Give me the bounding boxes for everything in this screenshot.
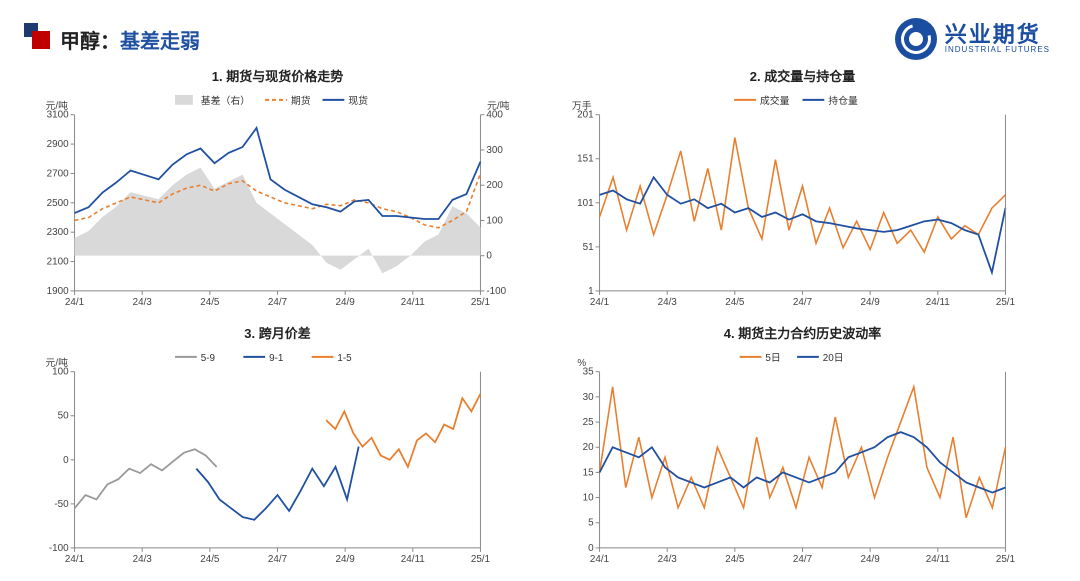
svg-text:25/1: 25/1 (471, 553, 491, 564)
svg-text:24/9: 24/9 (861, 297, 881, 308)
svg-text:100: 100 (486, 215, 503, 226)
svg-text:元/吨: 元/吨 (45, 99, 68, 112)
chart-3-svg: 5-99-11-5-100-50050100元/吨24/124/324/524/… (30, 344, 525, 572)
svg-text:20日: 20日 (823, 353, 844, 364)
svg-text:24/5: 24/5 (725, 297, 745, 308)
svg-text:200: 200 (486, 180, 503, 191)
chart-1-title: 1. 期货与现货价格走势 (212, 66, 343, 85)
svg-text:10: 10 (583, 492, 594, 503)
svg-text:24/11: 24/11 (926, 297, 950, 308)
svg-text:51: 51 (583, 242, 594, 253)
svg-text:24/7: 24/7 (268, 553, 287, 564)
svg-text:2300: 2300 (47, 227, 69, 238)
svg-text:24/11: 24/11 (401, 553, 425, 564)
svg-text:25/1: 25/1 (996, 553, 1016, 564)
svg-text:24/1: 24/1 (590, 297, 610, 308)
chart-3-panel: 3. 跨月价差 5-99-11-5-100-50050100元/吨24/124/… (30, 323, 525, 572)
svg-text:25/1: 25/1 (471, 297, 491, 308)
svg-text:24/7: 24/7 (793, 553, 812, 564)
brand-cn: 兴业期货 (945, 24, 1050, 46)
svg-text:期货: 期货 (291, 94, 311, 107)
svg-text:5日: 5日 (765, 353, 780, 364)
svg-text:24/3: 24/3 (133, 297, 153, 308)
svg-text:2100: 2100 (47, 257, 69, 268)
svg-text:2900: 2900 (47, 139, 69, 150)
svg-text:5: 5 (588, 517, 594, 528)
svg-text:24/11: 24/11 (401, 297, 425, 308)
svg-text:24/1: 24/1 (590, 553, 610, 564)
title-sub: 基差走弱 (120, 31, 200, 53)
svg-text:24/3: 24/3 (658, 297, 678, 308)
svg-text:元/吨: 元/吨 (45, 355, 68, 368)
title-block: 甲醇：基差走弱 (30, 25, 200, 54)
svg-text:50: 50 (58, 410, 69, 421)
svg-text:-100: -100 (49, 543, 69, 554)
svg-text:101: 101 (577, 198, 594, 209)
brand-logo-text: 兴业期货 INDUSTRIAL FUTURES (945, 24, 1050, 54)
svg-text:2700: 2700 (47, 168, 69, 179)
chart-4-panel: 4. 期货主力合约历史波动率 5日20日05101520253035%24/12… (555, 323, 1050, 572)
svg-text:1-5: 1-5 (337, 353, 352, 364)
svg-text:300: 300 (486, 145, 503, 156)
svg-text:151: 151 (577, 154, 594, 165)
charts-grid: 1. 期货与现货价格走势 基差（右）期货现货190021002300250027… (0, 60, 1080, 581)
svg-text:基差（右）: 基差（右） (201, 94, 250, 107)
svg-text:5-9: 5-9 (201, 353, 216, 364)
svg-text:%: % (577, 357, 586, 368)
title-bullet-icon (30, 29, 50, 49)
svg-text:15: 15 (583, 467, 594, 478)
svg-text:20: 20 (583, 442, 594, 453)
chart-4-svg: 5日20日05101520253035%24/124/324/524/724/9… (555, 344, 1050, 572)
svg-text:持仓量: 持仓量 (828, 94, 858, 107)
svg-text:成交量: 成交量 (760, 94, 790, 107)
svg-text:1: 1 (588, 286, 594, 297)
svg-text:24/9: 24/9 (861, 553, 881, 564)
svg-text:24/1: 24/1 (65, 297, 85, 308)
chart-2-svg: 成交量持仓量151101151201万手24/124/324/524/724/9… (555, 87, 1050, 315)
svg-text:24/1: 24/1 (65, 553, 85, 564)
chart-2-panel: 2. 成交量与持仓量 成交量持仓量151101151201万手24/124/32… (555, 66, 1050, 315)
svg-text:0: 0 (588, 543, 594, 554)
svg-text:-50: -50 (54, 499, 69, 510)
svg-text:24/9: 24/9 (336, 553, 356, 564)
brand-en: INDUSTRIAL FUTURES (945, 46, 1050, 54)
chart-1-svg: 基差（右）期货现货1900210023002500270029003100元/吨… (30, 87, 525, 315)
svg-text:2500: 2500 (47, 198, 69, 209)
svg-text:24/5: 24/5 (200, 297, 220, 308)
svg-text:25: 25 (583, 417, 594, 428)
svg-text:24/7: 24/7 (268, 297, 287, 308)
brand-logo-icon (895, 18, 937, 60)
svg-text:30: 30 (583, 392, 594, 403)
svg-text:0: 0 (63, 454, 69, 465)
svg-text:24/3: 24/3 (658, 553, 678, 564)
chart-1-panel: 1. 期货与现货价格走势 基差（右） 期货 现货 1900 2100 2300 2500 27… (30, 66, 525, 315)
chart-2-title: 2. 成交量与持仓量 (750, 66, 855, 85)
chart-4-title: 4. 期货主力合约历史波动率 (724, 323, 881, 342)
page-title: 甲醇：基差走弱 (60, 25, 200, 54)
svg-text:24/3: 24/3 (133, 553, 153, 564)
title-main: 甲醇： (60, 31, 120, 53)
chart-3-title: 3. 跨月价差 (244, 323, 310, 342)
svg-text:9-1: 9-1 (269, 353, 284, 364)
svg-text:24/9: 24/9 (336, 297, 356, 308)
svg-text:-100: -100 (486, 286, 506, 297)
svg-text:24/7: 24/7 (793, 297, 812, 308)
svg-text:1900: 1900 (47, 286, 69, 297)
page-header: 甲醇：基差走弱 兴业期货 INDUSTRIAL FUTURES (0, 0, 1080, 60)
svg-text:万手: 万手 (572, 99, 592, 112)
svg-text:24/5: 24/5 (725, 553, 745, 564)
brand-logo: 兴业期货 INDUSTRIAL FUTURES (895, 18, 1050, 60)
svg-text:0: 0 (486, 251, 492, 262)
svg-text:24/5: 24/5 (200, 553, 220, 564)
svg-text:25/1: 25/1 (996, 297, 1016, 308)
svg-text:元/吨: 元/吨 (487, 99, 510, 112)
svg-text:24/11: 24/11 (926, 553, 950, 564)
svg-text:现货: 现货 (348, 94, 368, 107)
